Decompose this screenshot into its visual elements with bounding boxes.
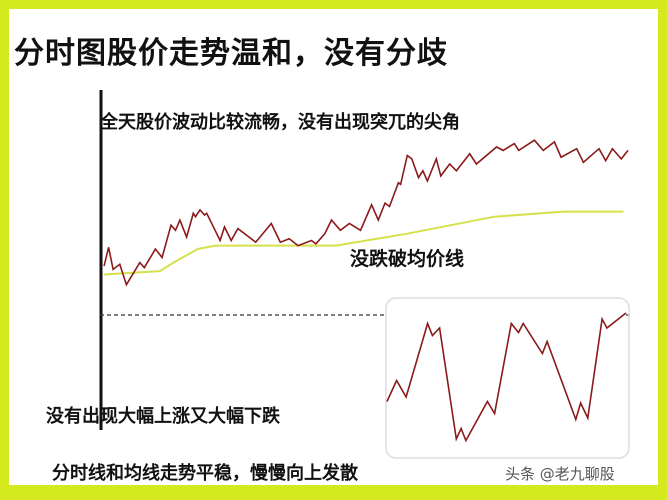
watermark: 头条 @老九聊股 <box>505 465 615 483</box>
annotation-above-average: 没跌破均价线 <box>350 248 465 270</box>
annotation-no-swings: 没有出现大幅上涨又大幅下跌 <box>46 406 280 427</box>
annotation-smooth: 全天股价波动比较流畅，没有出现突兀的尖角 <box>100 112 460 133</box>
page-title: 分时图股价走势温和，没有分歧 <box>14 36 448 71</box>
annotation-summary: 分时线和均线走势平稳，慢慢向上发散 <box>52 463 358 484</box>
inset-box <box>385 297 630 459</box>
inset-price-line <box>386 312 627 443</box>
average-price-line <box>104 210 624 276</box>
price-line <box>103 139 629 287</box>
canvas <box>9 9 658 485</box>
